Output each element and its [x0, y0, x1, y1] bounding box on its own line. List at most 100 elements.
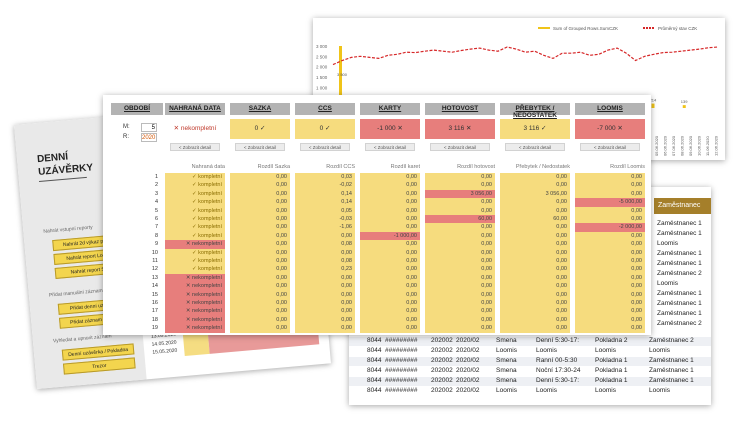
value-cell: 0,00	[425, 273, 495, 283]
day-row[interactable]: 2 ✓ kompletní 0,00 -0,02 0,00 0,00 0,00 0,00	[103, 181, 651, 191]
day-row[interactable]: 3 ✓ kompletní 0,00 0,14 0,00 3 056,00 3 056,00…	[103, 189, 651, 199]
value-cell: 0,00	[360, 215, 420, 224]
value-cell: -1 000,00	[360, 231, 420, 241]
y-tick-label: 2 000	[316, 65, 328, 70]
table-cell: Denní 5:30-17:	[536, 377, 580, 384]
table-row[interactable]: 8044 ######### 202002 2020/02 Smena Ranní 00-…	[349, 357, 711, 366]
value-cell: -5 000,00	[575, 198, 645, 208]
day-row[interactable]: 6 ✓ kompletní 0,00 -0,03 0,00 60,00 60,00 0,00	[103, 215, 651, 224]
y-tick-label: 1 500	[316, 75, 328, 80]
show-detail-button[interactable]: < Zobrazit detail	[580, 143, 640, 151]
column-header: Rozdíl karet	[390, 164, 420, 170]
bar-data-label: 139	[681, 99, 688, 104]
table-cell: 2020/02	[456, 387, 480, 394]
day-row[interactable]: 7 ✓ kompletní 0,00 -1,06 0,00 0,00 0,00 -2 000,…	[103, 223, 651, 233]
value-cell: ✓ kompletní	[165, 248, 225, 258]
value-cell: 0,00	[360, 223, 420, 233]
value-cell: 0,00	[360, 173, 420, 182]
day-row[interactable]: 8 ✓ kompletní 0,00 0,00 -1 000,00 0,00 0,00 0,0…	[103, 231, 651, 241]
day-row[interactable]: 11 ✓ kompletní 0,00 0,08 0,00 0,00 0,00 0,00	[103, 257, 651, 266]
table-cell: Smena	[496, 377, 517, 384]
table-cell: Loomis	[595, 387, 616, 394]
table-cell: Smena	[496, 337, 517, 344]
x-tick-label: 07.06.2020	[671, 135, 676, 156]
day-row[interactable]: 19 ✕ nekompletní 0,00 0,00 0,00 0,00 0,00 0,00	[103, 324, 651, 334]
value-cell: 0,03	[295, 173, 355, 182]
column-header: Rozdíl CCS	[326, 164, 355, 170]
show-detail-button[interactable]: < Zobrazit detail	[505, 143, 565, 151]
value-cell: 0,00	[425, 231, 495, 241]
value-cell: ✕ nekompletní	[165, 307, 225, 317]
day-row[interactable]: 13 ✕ nekompletní 0,00 0,00 0,00 0,00 0,00 0,00	[103, 273, 651, 283]
section-header: CCS	[318, 105, 332, 112]
day-row[interactable]: 16 ✕ nekompletní 0,00 0,00 0,00 0,00 0,00 0,00	[103, 299, 651, 308]
show-detail-button[interactable]: < Zobrazit detail	[430, 143, 490, 151]
day-row[interactable]: 5 ✓ kompletní 0,00 0,05 0,00 0,00 0,00 0,00	[103, 206, 651, 216]
table-cell: Zaměstnanec 1	[649, 367, 694, 374]
value-cell: 0,00	[500, 273, 570, 283]
bar-data-label: 214	[650, 98, 657, 103]
table-row[interactable]: 8044 ######### 202002 2020/02 Loomis Loomis Lo…	[349, 387, 711, 396]
value-cell: 0,00	[500, 173, 570, 182]
day-number: 6	[154, 216, 158, 222]
section-header: HOTOVOST	[441, 105, 479, 112]
value-cell: ✕ nekompletní	[165, 282, 225, 292]
table-cell: 8044	[367, 337, 382, 344]
show-detail-button[interactable]: < Zobrazit detail	[235, 143, 285, 151]
day-row[interactable]: 17 ✕ nekompletní 0,00 0,00 0,00 0,00 0,00 0,00	[103, 307, 651, 317]
summary-box: -1 000 ✕	[360, 119, 420, 139]
table-row[interactable]: 8044 ######### 202002 2020/02 Loomis Loomis Lo…	[349, 347, 711, 356]
table-cell: Zaměstnanec 1	[649, 357, 694, 364]
bar-mark	[682, 105, 686, 108]
table-cell: 8044	[367, 357, 382, 364]
show-detail-button[interactable]: < Zobrazit detail	[300, 143, 350, 151]
value-cell: 0,00	[425, 290, 495, 300]
day-row[interactable]: 1 ✓ kompletní 0,00 0,03 0,00 0,00 0,00 0,00	[103, 173, 651, 182]
x-tick-label: 11.06.2020	[705, 136, 710, 156]
value-cell: 0,00	[230, 290, 290, 300]
table-row[interactable]: 8044 ######### 202002 2020/02 Smena Denní 5:3…	[349, 377, 711, 386]
table-cell: 2020/02	[456, 347, 480, 354]
show-detail-button[interactable]: < Zobrazit detail	[170, 143, 220, 151]
section-header: KARTY	[378, 105, 402, 112]
section-header-bar	[230, 103, 290, 115]
employee-cell: Zaměstnanec 1	[657, 300, 702, 307]
table-cell: 2020/02	[456, 377, 480, 384]
day-row[interactable]: 15 ✕ nekompletní 0,00 0,00 0,00 0,00 0,00 0,00	[103, 290, 651, 300]
value-cell: 0,00	[500, 299, 570, 308]
employee-cell: Zaměstnanec 2	[657, 320, 702, 327]
day-row[interactable]: 18 ✕ nekompletní 0,00 0,00 0,00 0,00 0,00 0,00	[103, 315, 651, 325]
table-row[interactable]: 8044 ######### 202002 2020/02 Smena Noční 17:…	[349, 367, 711, 376]
table-row[interactable]: 8044 ######### 202002 2020/02 Smena Denní 5:3…	[349, 337, 711, 346]
value-cell: 0,00	[295, 290, 355, 300]
table-cell: 8044	[367, 347, 382, 354]
legend-label: Sum of Grouped Rows.SumCZK	[553, 26, 618, 31]
value-cell: 0,00	[500, 324, 570, 334]
value-cell: ✓ kompletní	[165, 198, 225, 208]
month-input[interactable]: 5	[141, 123, 157, 132]
day-number: 12	[151, 266, 158, 273]
value-cell: 0,05	[295, 206, 355, 216]
vault-button[interactable]: Trezor	[62, 357, 136, 375]
day-row[interactable]: 10 ✓ kompletní 0,00 0,00 0,00 0,00 0,00 0,00	[103, 248, 651, 258]
value-cell: 0,00	[575, 181, 645, 191]
value-cell: 0,00	[575, 206, 645, 216]
column-header: Rozdíl hotovost	[457, 164, 495, 170]
show-detail-button[interactable]: < Zobrazit detail	[365, 143, 415, 151]
day-row[interactable]: 12 ✓ kompletní 0,00 0,23 0,00 0,00 0,00 0,00	[103, 265, 651, 275]
value-cell: 0,00	[230, 307, 290, 317]
day-row[interactable]: 14 ✕ nekompletní 0,00 0,00 0,00 0,00 0,00 0,00	[103, 282, 651, 292]
value-cell: 0,00	[360, 290, 420, 300]
value-cell: 3 056,00	[425, 189, 495, 199]
value-cell: 0,00	[425, 324, 495, 334]
day-row[interactable]: 9 ✕ nekompletní 0,00 0,08 0,00 0,00 0,00 0,00	[103, 240, 651, 250]
value-cell: 0,00	[230, 240, 290, 250]
value-cell: 0,00	[575, 265, 645, 275]
value-cell: 0,14	[295, 189, 355, 199]
employee-cell: Zaměstnanec 1	[657, 250, 702, 257]
value-cell: 0,00	[360, 324, 420, 334]
day-row[interactable]: 4 ✓ kompletní 0,00 0,14 0,00 0,00 0,00 -5 000,0…	[103, 198, 651, 208]
x-tick-label: 12.06.2020	[714, 135, 719, 156]
year-input[interactable]: 2020	[141, 133, 157, 142]
day-number: 14	[151, 283, 158, 290]
